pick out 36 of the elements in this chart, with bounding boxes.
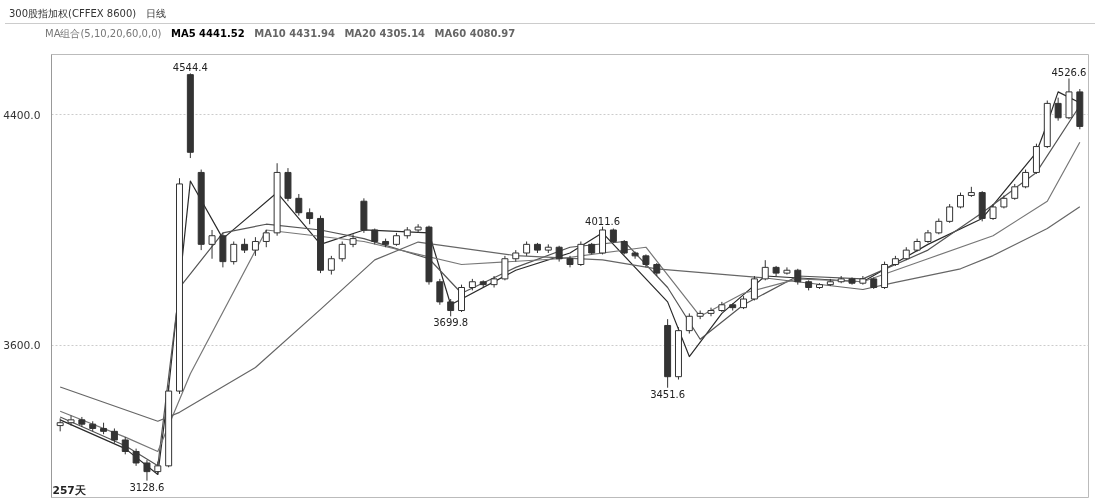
candlestick <box>327 255 335 276</box>
candlestick <box>458 284 466 313</box>
annotation: 4526.6 <box>1051 67 1087 79</box>
y-tick-label: 4400.0 <box>3 108 41 122</box>
candlestick <box>67 415 75 427</box>
candlestick <box>577 240 585 267</box>
candlestick <box>338 240 346 263</box>
text: MA20 4305.14 <box>344 28 426 40</box>
candlestick <box>1022 169 1030 189</box>
text: MA5 4441.52 <box>170 28 245 40</box>
annotation: 3128.6 <box>129 481 165 493</box>
annotation: 3699.8 <box>433 317 469 329</box>
candlestick <box>750 275 758 301</box>
text: MA10 4431.94 <box>254 28 335 40</box>
candlestick <box>685 312 693 335</box>
candlestick <box>946 203 954 224</box>
candlestick <box>295 193 303 217</box>
annotation: 3451.6 <box>650 388 686 400</box>
candlestick <box>251 236 259 257</box>
candlestick <box>436 278 444 306</box>
annotation: 257天 <box>52 483 87 497</box>
chart-title: 300股指加权(CFFEX 8600) 日线 <box>9 8 166 19</box>
candlestick <box>783 266 791 276</box>
text: MA60 4080.97 <box>434 28 516 40</box>
candlestick <box>599 226 607 255</box>
candlestick <box>230 240 238 265</box>
y-tick-label: 3600.0 <box>3 339 41 353</box>
candlestick <box>208 229 216 260</box>
candlestick <box>1054 97 1062 122</box>
annotation: 4544.4 <box>172 62 208 74</box>
line-series <box>59 206 1081 422</box>
text: MA组合(5,10,20,60,0,0) <box>45 28 162 40</box>
candlestick <box>881 261 889 290</box>
annotation: 4011.6 <box>585 215 621 227</box>
candlestick <box>349 233 357 248</box>
candlestick <box>501 255 509 281</box>
